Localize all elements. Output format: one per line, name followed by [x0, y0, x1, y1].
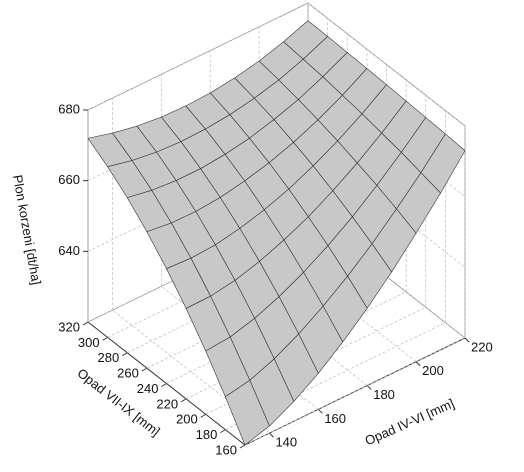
x-tick-label: 300: [78, 335, 100, 350]
y-tick-label: 220: [471, 339, 493, 354]
tick-mark: [200, 413, 207, 418]
tick-mark: [269, 432, 274, 438]
tick-mark: [180, 398, 187, 403]
y-tick-label: 200: [422, 363, 444, 378]
tick-mark: [121, 352, 128, 357]
tick-mark: [464, 337, 470, 343]
tick-mark: [317, 408, 323, 414]
tick-mark: [239, 444, 246, 449]
grid-line: [112, 309, 270, 434]
z-axis-title: Plon korzeni [dt/ha]: [10, 174, 44, 286]
z-tick-label: 660: [58, 172, 80, 187]
grid-line: [307, 2, 466, 127]
z-tick-label: 680: [58, 101, 80, 116]
grid-line: [307, 144, 466, 268]
surface-cell: [225, 379, 270, 446]
grid-line: [87, 2, 309, 111]
x-tick-label: 240: [137, 381, 159, 396]
y-tick-label: 180: [373, 387, 395, 402]
tick-mark: [220, 429, 226, 434]
tick-mark: [366, 385, 372, 390]
x-tick-label: 180: [196, 427, 218, 442]
tick-mark: [82, 321, 89, 326]
tick-mark: [415, 361, 421, 367]
z-tick-label: 640: [58, 243, 80, 258]
tick-mark: [102, 336, 108, 341]
tick-mark: [161, 383, 167, 387]
x-tick-label: 280: [98, 350, 120, 365]
x-tick-label: 200: [176, 412, 198, 427]
x-tick-label: 260: [117, 366, 139, 381]
grid-line: [244, 337, 466, 446]
y-tick-label: 160: [324, 411, 346, 426]
x-tick-label: 160: [215, 442, 237, 457]
tick-mark: [141, 367, 148, 372]
x-tick-label: 220: [156, 396, 178, 411]
y-axis-title: Opad IV-VI [mm]: [363, 396, 457, 449]
x-tick-label: 320: [58, 319, 80, 334]
y-tick-label: 140: [275, 435, 297, 450]
